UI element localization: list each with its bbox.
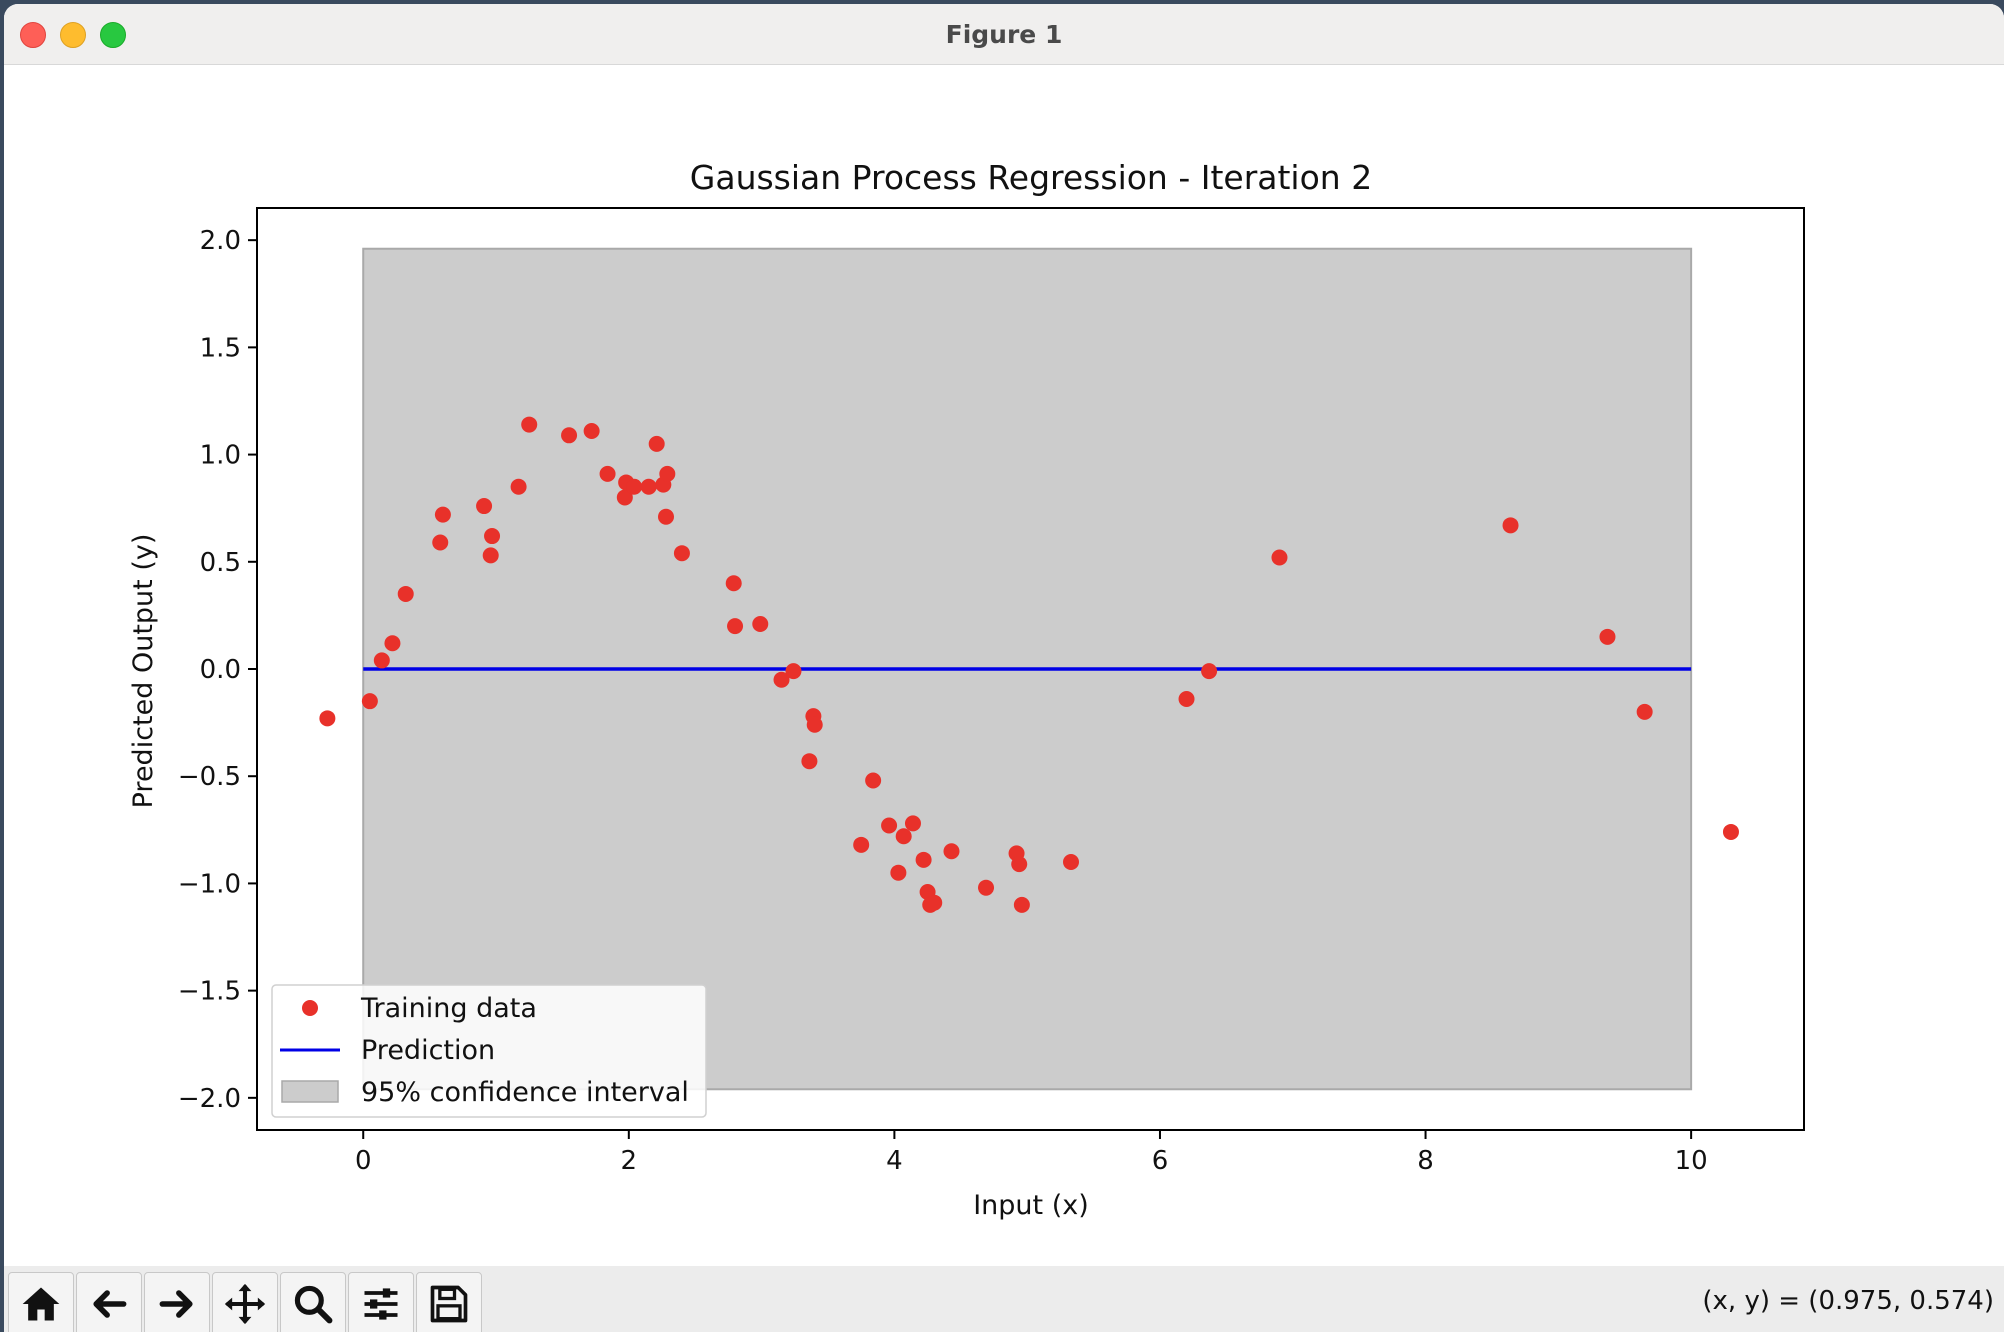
data-point: [626, 478, 643, 495]
configure-subplots-button[interactable]: [348, 1272, 414, 1332]
data-point: [648, 435, 665, 452]
data-point: [801, 753, 818, 770]
data-point: [1599, 628, 1616, 645]
chart-canvas: Gaussian Process Regression - Iteration …: [128, 158, 1805, 1221]
data-point: [434, 506, 451, 523]
data-point: [865, 772, 882, 789]
y-tick-label: −1.0: [178, 869, 241, 899]
data-point: [915, 851, 932, 868]
data-point: [725, 575, 742, 592]
data-point: [640, 478, 657, 495]
data-point: [599, 465, 616, 482]
data-point: [1722, 823, 1739, 840]
data-point: [1636, 703, 1653, 720]
x-tick-label: 6: [1152, 1146, 1169, 1176]
window-title: Figure 1: [945, 20, 1063, 49]
y-tick-label: 0.0: [200, 655, 241, 685]
data-point: [659, 465, 676, 482]
data-point: [1063, 853, 1080, 870]
data-point: [397, 585, 414, 602]
y-tick-label: −2.0: [178, 1084, 241, 1114]
chart-title: Gaussian Process Regression - Iteration …: [690, 158, 1372, 197]
home-button[interactable]: [8, 1272, 74, 1332]
legend-label-confidence-interval: 95% confidence interval: [361, 1077, 689, 1108]
data-point: [432, 534, 449, 551]
data-point: [673, 545, 690, 562]
data-point: [890, 864, 907, 881]
data-point: [1201, 663, 1218, 680]
data-point: [583, 422, 600, 439]
x-tick-label: 4: [886, 1146, 903, 1176]
y-tick-label: 1.0: [200, 441, 241, 471]
data-point: [361, 693, 378, 710]
data-point: [978, 879, 995, 896]
y-tick-label: −0.5: [178, 762, 241, 792]
data-point: [1011, 856, 1028, 873]
data-point: [727, 618, 744, 635]
minimize-window-button[interactable]: [60, 22, 86, 48]
legend-label-training-data: Training data: [360, 993, 537, 1024]
zoom-button[interactable]: [280, 1272, 346, 1332]
x-axis-label: Input (x): [973, 1190, 1089, 1221]
y-axis-label: Predicted Output (y): [128, 534, 159, 809]
cursor-coordinates: (x, y) = (0.975, 0.574): [1702, 1286, 1994, 1316]
data-point: [1502, 517, 1519, 534]
data-point: [482, 547, 499, 564]
forward-button[interactable]: [144, 1272, 210, 1332]
magnifier-icon: [294, 1285, 333, 1324]
back-button[interactable]: [76, 1272, 142, 1332]
legend-marker-confidence-interval: [281, 1080, 339, 1103]
sliders-icon: [364, 1288, 398, 1320]
legend-marker-training-data: [302, 1000, 318, 1016]
data-point: [561, 427, 578, 444]
x-tick-label: 0: [355, 1146, 372, 1176]
data-point: [373, 652, 390, 669]
y-tick-label: 1.5: [200, 333, 241, 363]
move-icon: [224, 1283, 266, 1325]
arrow-left-icon: [93, 1290, 127, 1318]
data-point: [1178, 691, 1195, 708]
data-point: [616, 489, 633, 506]
home-icon: [22, 1287, 60, 1321]
data-point: [476, 498, 493, 515]
y-tick-label: −1.5: [178, 977, 241, 1007]
legend-label-prediction: Prediction: [361, 1035, 495, 1066]
legend: Training data Prediction 95% confidence …: [271, 984, 707, 1118]
data-point: [895, 828, 912, 845]
data-point: [904, 815, 921, 832]
data-point: [773, 671, 790, 688]
figure-window: Figure 1 Gaussian Process Regression - I…: [4, 4, 2004, 1332]
data-point: [806, 716, 823, 733]
save-button[interactable]: [416, 1272, 482, 1332]
maximize-window-button[interactable]: [100, 22, 126, 48]
data-point: [853, 836, 870, 853]
close-window-button[interactable]: [20, 22, 46, 48]
data-point: [657, 508, 674, 525]
data-point: [319, 710, 336, 727]
y-tick-label: 2.0: [200, 226, 241, 256]
x-tick-label: 10: [1675, 1146, 1708, 1176]
x-tick-label: 8: [1417, 1146, 1434, 1176]
data-point: [484, 528, 501, 545]
data-point: [752, 615, 769, 632]
data-point: [881, 817, 898, 834]
x-tick-label: 2: [621, 1146, 638, 1176]
data-point: [943, 843, 960, 860]
data-point: [384, 635, 401, 652]
data-point: [1271, 549, 1288, 566]
data-point: [521, 416, 538, 433]
data-point: [1013, 896, 1030, 913]
navigation-toolbar: (x, y) = (0.975, 0.574): [4, 1266, 2004, 1332]
data-point: [926, 894, 943, 911]
title-bar: Figure 1: [4, 4, 2004, 65]
data-point: [785, 663, 802, 680]
floppy-disk-icon: [430, 1285, 468, 1323]
arrow-right-icon: [159, 1290, 193, 1318]
data-point: [510, 478, 527, 495]
pan-button[interactable]: [212, 1272, 278, 1332]
y-tick-label: 0.5: [200, 548, 241, 578]
legend-box: [271, 984, 707, 1118]
